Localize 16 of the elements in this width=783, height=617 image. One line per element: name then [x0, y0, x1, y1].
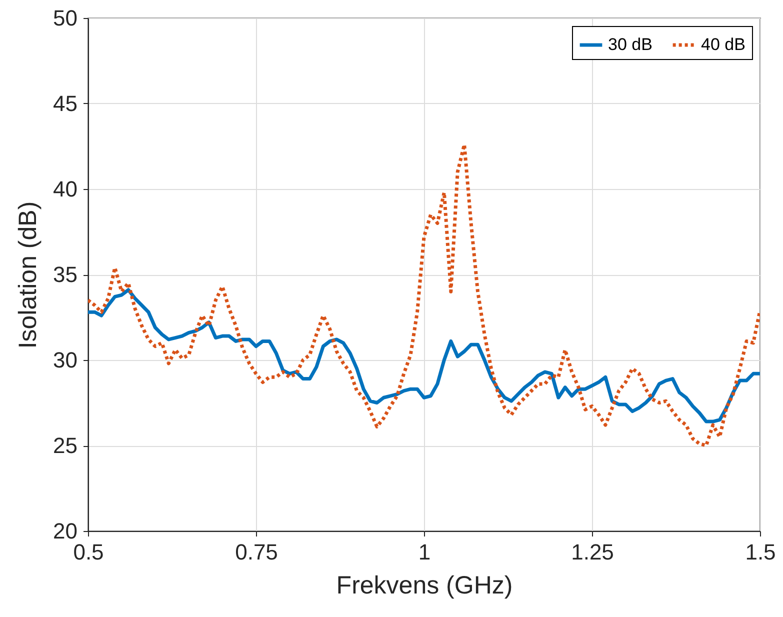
x-axis-title: Frekvens (GHz)	[336, 572, 513, 600]
x-tick-label: 0.75	[235, 540, 278, 564]
line-series	[88, 142, 760, 448]
y-tick-label: 35	[53, 262, 78, 287]
legend-label: 40 dB	[701, 35, 746, 54]
y-axis-title: Isolation (dB)	[14, 201, 42, 349]
x-tick-label: 1.25	[571, 540, 614, 564]
line-series	[88, 288, 760, 424]
x-tick-label: 1.5	[745, 540, 776, 564]
x-tick-label: 1	[418, 540, 431, 564]
y-tick-label: 50	[53, 6, 78, 30]
legend-label: 30 dB	[608, 35, 652, 54]
y-tick-label: 25	[53, 433, 78, 458]
y-tick-label: 30	[53, 348, 78, 372]
y-tick-label: 40	[53, 176, 78, 202]
y-tick-label: 45	[53, 91, 78, 116]
